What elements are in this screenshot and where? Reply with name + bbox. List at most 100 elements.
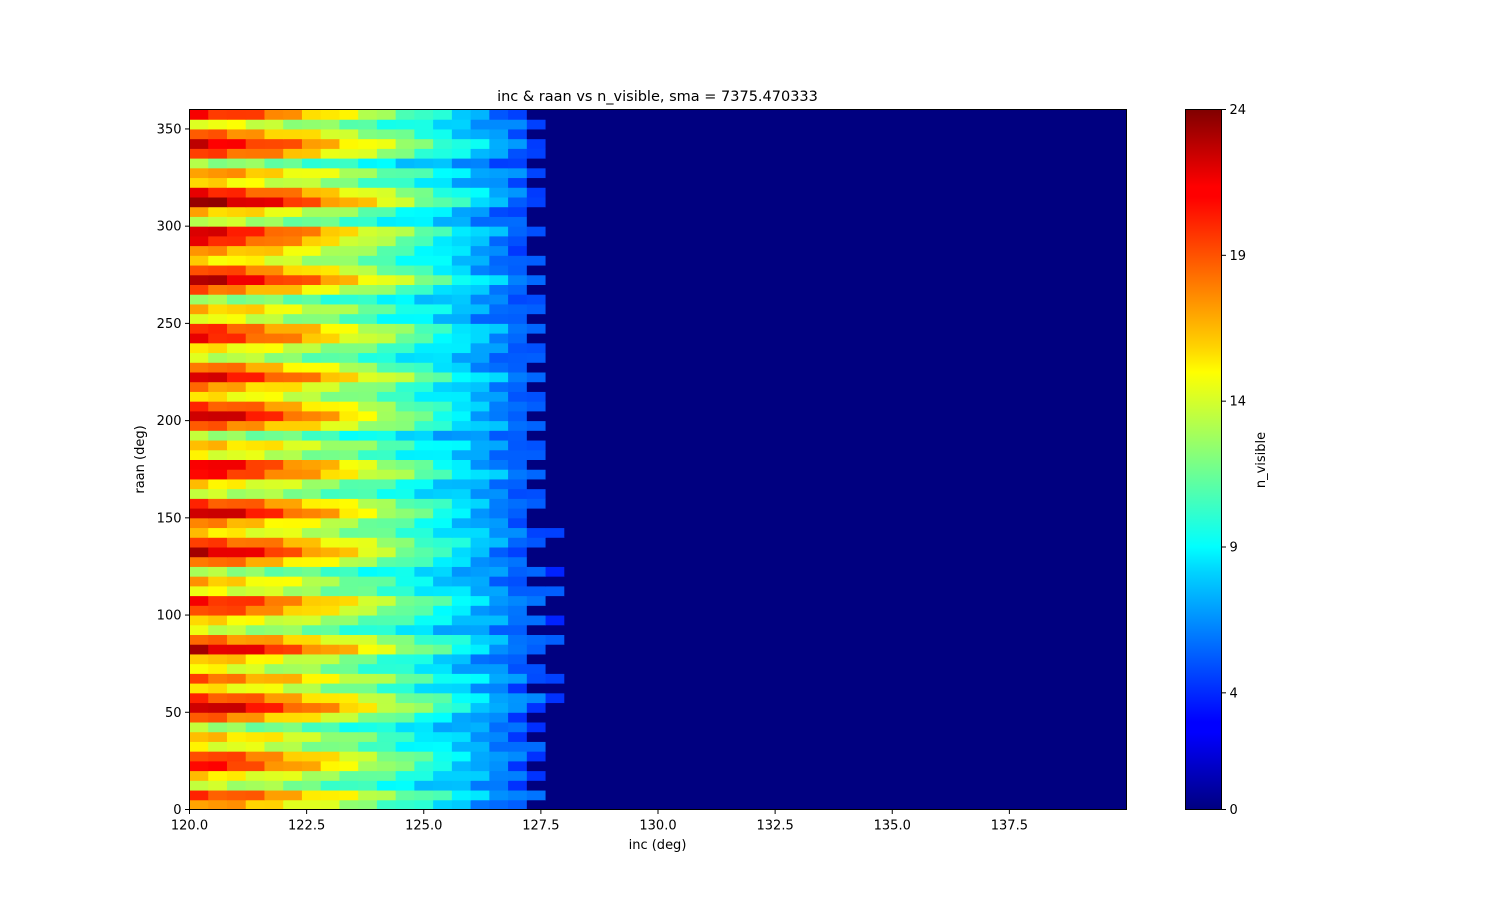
heatmap-cell — [208, 333, 228, 344]
heatmap-cell — [208, 731, 228, 742]
heatmap-cell — [695, 790, 715, 801]
heatmap-cell — [939, 391, 959, 402]
heatmap-cell — [1107, 469, 1127, 480]
heatmap-cell — [826, 527, 846, 538]
heatmap-cell — [770, 478, 790, 490]
heatmap-cell — [751, 653, 771, 665]
heatmap-cell — [714, 488, 734, 499]
heatmap-cell — [189, 624, 209, 635]
x-tick-label: 130.0 — [639, 819, 676, 834]
heatmap-cell — [583, 362, 603, 373]
heatmap-cell — [658, 352, 678, 363]
heatmap-cell — [470, 469, 490, 480]
heatmap-cell — [845, 585, 865, 597]
heatmap-cell — [1032, 158, 1053, 169]
heatmap-cell — [789, 158, 809, 169]
heatmap-cell — [358, 722, 378, 733]
heatmap-cell — [264, 663, 284, 674]
heatmap-cell — [339, 605, 359, 616]
heatmap-cell — [1089, 265, 1109, 276]
heatmap-cell — [1107, 216, 1127, 227]
heatmap-cell — [508, 206, 528, 217]
heatmap-cell — [732, 615, 753, 626]
heatmap-cell — [358, 401, 378, 412]
heatmap-cell — [845, 128, 865, 140]
heatmap-cell — [1032, 352, 1053, 363]
heatmap-cell — [995, 585, 1015, 597]
heatmap-cell — [1051, 148, 1071, 159]
heatmap-cell — [901, 109, 921, 120]
heatmap-cell — [226, 440, 247, 451]
heatmap-cell — [451, 138, 472, 149]
heatmap-cell — [807, 634, 828, 645]
heatmap-cell — [283, 235, 303, 247]
heatmap-cell — [320, 362, 340, 373]
heatmap-cell — [583, 731, 603, 742]
heatmap-cell — [264, 712, 284, 723]
heatmap-cell — [620, 294, 640, 305]
heatmap-cell — [901, 537, 921, 548]
heatmap-cell — [358, 751, 378, 762]
heatmap-cell — [770, 799, 790, 810]
heatmap-cell — [1107, 274, 1127, 285]
heatmap-cell — [208, 187, 228, 198]
heatmap-cell — [957, 770, 978, 781]
heatmap-cell — [339, 527, 359, 538]
heatmap-cell — [264, 556, 284, 567]
heatmap-cell — [1014, 430, 1034, 441]
heatmap-cell — [433, 653, 453, 665]
heatmap-cell — [264, 692, 284, 704]
heatmap-cell — [714, 790, 734, 801]
heatmap-cell — [320, 469, 340, 480]
heatmap-cell — [601, 235, 622, 247]
heatmap-cell — [508, 128, 528, 140]
heatmap-cell — [751, 138, 771, 149]
heatmap-cell — [714, 352, 734, 363]
heatmap-cell — [939, 741, 959, 752]
heatmap-cell — [1032, 731, 1053, 742]
heatmap-cell — [1070, 216, 1090, 227]
heatmap-cell — [807, 498, 828, 509]
heatmap-cell — [433, 167, 453, 179]
heatmap-cell — [770, 391, 790, 402]
heatmap-cell — [301, 235, 322, 247]
heatmap-cell — [358, 128, 378, 140]
heatmap-cell — [826, 197, 846, 208]
heatmap-cell — [601, 780, 622, 791]
heatmap-cell — [226, 187, 247, 198]
heatmap-cell — [714, 556, 734, 567]
heatmap-cell — [395, 566, 415, 577]
heatmap-cell — [526, 760, 547, 772]
heatmap-cell — [1107, 673, 1127, 684]
heatmap-cell — [339, 537, 359, 548]
heatmap-cell — [1014, 342, 1034, 354]
heatmap-cell — [189, 478, 209, 490]
heatmap-cell — [658, 303, 678, 315]
heatmap-cell — [995, 790, 1015, 801]
heatmap-cell — [695, 537, 715, 548]
heatmap-cell — [789, 420, 809, 431]
heatmap-cell — [864, 692, 884, 704]
heatmap-cell — [414, 585, 434, 597]
heatmap-cell — [939, 469, 959, 480]
heatmap-cell — [995, 177, 1015, 188]
heatmap-cell — [226, 692, 247, 704]
heatmap-cell — [676, 624, 696, 635]
heatmap-cell — [957, 692, 978, 704]
heatmap-cell — [920, 333, 940, 344]
heatmap-cell — [583, 469, 603, 480]
heatmap-cell — [395, 517, 415, 529]
heatmap-cell — [639, 352, 659, 363]
heatmap-cell — [414, 673, 434, 684]
heatmap-cell — [601, 216, 622, 227]
heatmap-cell — [676, 731, 696, 742]
heatmap-cell — [845, 673, 865, 684]
heatmap-cell — [339, 722, 359, 733]
heatmap-cell — [264, 615, 284, 626]
heatmap-cell — [639, 692, 659, 704]
heatmap-cell — [789, 722, 809, 733]
heatmap-cell — [882, 138, 903, 149]
heatmap-cell — [920, 430, 940, 441]
heatmap-cell — [658, 595, 678, 606]
heatmap-cell — [283, 158, 303, 169]
